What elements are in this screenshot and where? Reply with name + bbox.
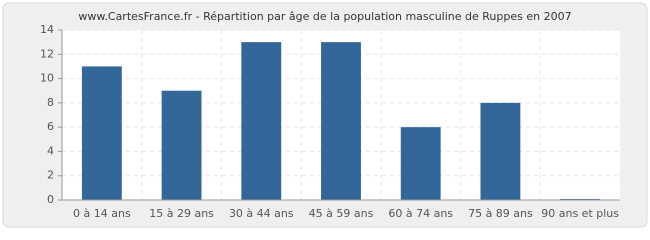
bar — [480, 102, 521, 200]
x-tick-label: 75 à 89 ans — [468, 207, 533, 220]
y-tick-label: 14 — [40, 23, 54, 36]
x-tick-label: 0 à 14 ans — [73, 207, 131, 220]
y-tick-label: 2 — [47, 169, 54, 182]
chart: www.CartesFrance.fr - Répartition par âg… — [2, 2, 648, 228]
bar — [81, 66, 122, 200]
bar — [400, 127, 441, 200]
bar — [321, 42, 361, 201]
x-tick-label: 60 à 74 ans — [388, 207, 453, 220]
bar — [241, 42, 282, 201]
y-tick-label: 4 — [47, 144, 54, 157]
x-tick-label: 30 à 44 ans — [229, 207, 294, 220]
x-tick-label: 15 à 29 ans — [149, 207, 214, 220]
y-tick-label: 6 — [47, 120, 54, 133]
chart-title: www.CartesFrance.fr - Répartition par âg… — [78, 10, 571, 23]
y-tick-label: 0 — [47, 193, 54, 206]
y-tick-label: 12 — [40, 47, 54, 60]
x-tick-label: 90 ans et plus — [541, 207, 619, 220]
bar — [161, 90, 202, 200]
y-tick-label: 8 — [47, 96, 54, 109]
x-tick-label: 45 à 59 ans — [309, 207, 374, 220]
y-tick-label: 10 — [40, 72, 54, 85]
